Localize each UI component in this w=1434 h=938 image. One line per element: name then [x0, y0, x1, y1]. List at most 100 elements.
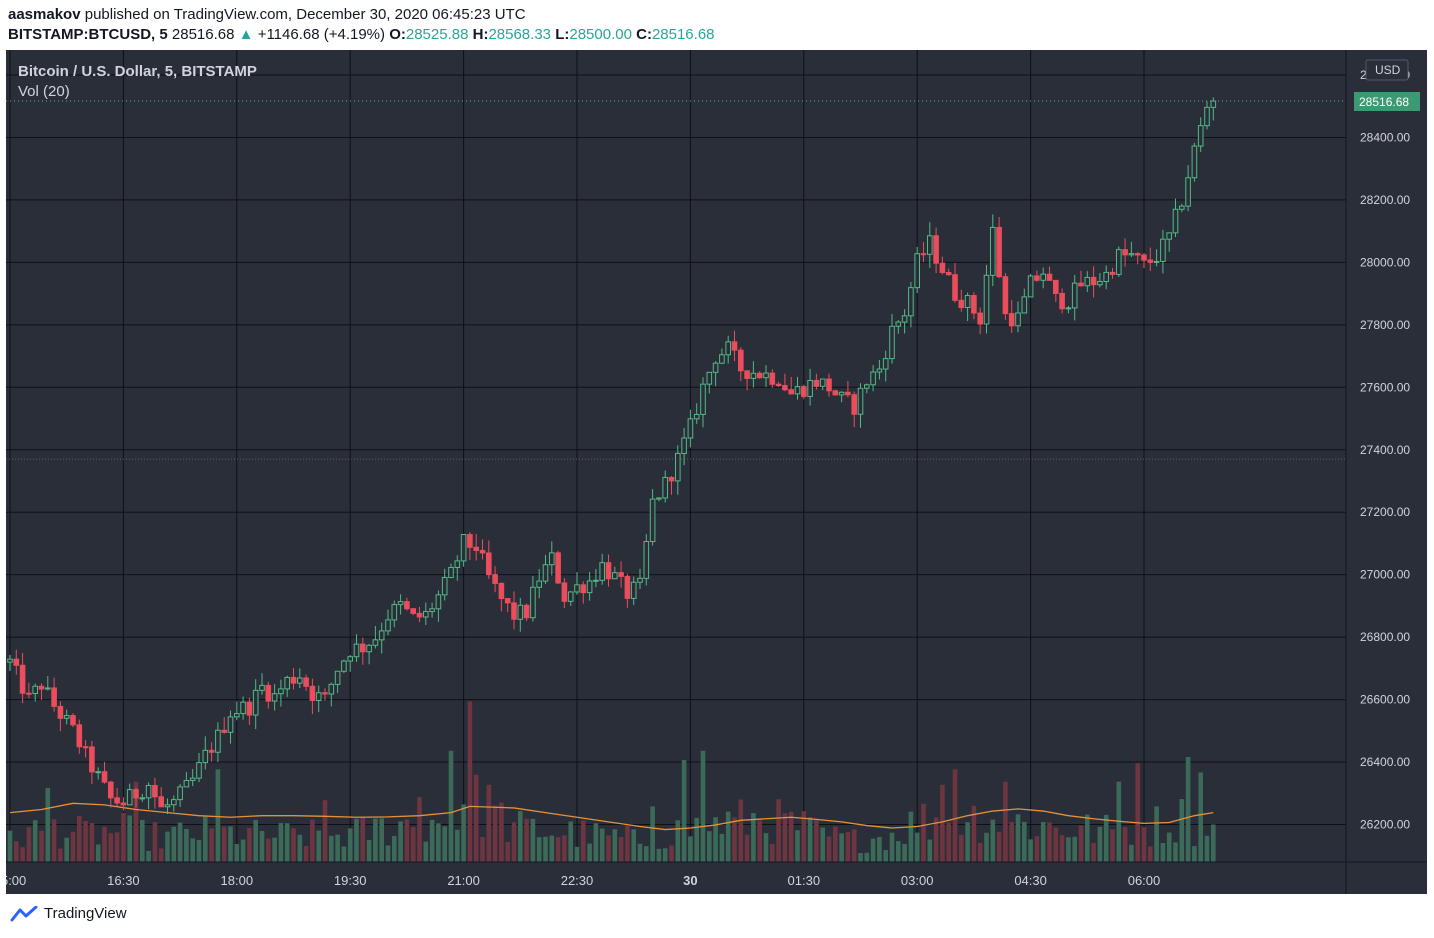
candle-body[interactable]	[504, 598, 511, 604]
candle-body[interactable]	[1160, 238, 1166, 262]
candle-body[interactable]	[555, 552, 561, 584]
candle-body[interactable]	[1090, 276, 1097, 286]
candle-body[interactable]	[391, 604, 398, 621]
candle-body[interactable]	[813, 379, 820, 387]
candle-body[interactable]	[108, 781, 114, 799]
candle-body[interactable]	[1210, 100, 1217, 108]
candle-body[interactable]	[775, 383, 782, 387]
candle-body[interactable]	[630, 581, 637, 599]
candle-body[interactable]	[952, 274, 958, 301]
candle-body[interactable]	[693, 413, 700, 420]
candle-body[interactable]	[145, 784, 152, 799]
candle-body[interactable]	[315, 692, 322, 701]
candle-body[interactable]	[372, 639, 379, 646]
candle-body[interactable]	[435, 594, 442, 610]
chart-title[interactable]: Bitcoin / U.S. Dollar, 5, BITSTAMP	[18, 63, 257, 80]
candle-body[interactable]	[1065, 307, 1072, 310]
candle-body[interactable]	[126, 789, 133, 806]
candle-body[interactable]	[492, 574, 498, 584]
chart-panel[interactable]: 26200.00 26400.00 26600.00 26800.00 27000.00…	[6, 50, 1427, 894]
brand-name[interactable]: TradingView	[44, 905, 127, 922]
candle-body[interactable]	[416, 612, 423, 618]
candle-body[interactable]	[1053, 279, 1059, 294]
candle-body[interactable]	[322, 692, 328, 695]
candle-body[interactable]	[13, 658, 20, 666]
candle-body[interactable]	[712, 362, 719, 373]
candle-body[interactable]	[164, 804, 171, 808]
candle-body[interactable]	[675, 452, 681, 482]
candle-body[interactable]	[549, 552, 555, 566]
currency-badge[interactable]	[1365, 59, 1409, 81]
candle-body[interactable]	[202, 749, 209, 764]
candle-body[interactable]	[303, 677, 309, 687]
candle-body[interactable]	[889, 325, 895, 360]
candle-body[interactable]	[341, 660, 347, 672]
candle-body[interactable]	[1185, 177, 1191, 207]
candle-body[interactable]	[397, 601, 404, 606]
candle-body[interactable]	[807, 379, 813, 397]
candle-body[interactable]	[681, 437, 687, 454]
candle-body[interactable]	[826, 378, 832, 392]
candle-body[interactable]	[486, 552, 492, 576]
candle-body[interactable]	[1179, 205, 1185, 210]
candle-body[interactable]	[26, 692, 32, 695]
candle-body[interactable]	[265, 684, 272, 702]
candle-body[interactable]	[914, 253, 921, 289]
candle-body[interactable]	[1172, 208, 1179, 234]
candle-body[interactable]	[353, 643, 360, 658]
candle-body[interactable]	[763, 372, 769, 379]
candle-body[interactable]	[990, 226, 996, 276]
candle-body[interactable]	[1027, 275, 1034, 298]
candle-body[interactable]	[725, 341, 732, 356]
candle-body[interactable]	[542, 564, 549, 582]
candle-body[interactable]	[719, 354, 725, 364]
candle-body[interactable]	[523, 604, 530, 619]
candle-body[interactable]	[63, 715, 70, 719]
candle-body[interactable]	[1071, 282, 1078, 309]
candle-body[interactable]	[208, 749, 215, 753]
candle-body[interactable]	[1166, 232, 1173, 240]
candle-body[interactable]	[152, 784, 158, 798]
candle-body[interactable]	[1059, 292, 1065, 310]
candle-body[interactable]	[643, 541, 650, 579]
candle-body[interactable]	[599, 562, 606, 581]
candle-body[interactable]	[240, 701, 246, 715]
candle-body[interactable]	[971, 295, 977, 314]
candle-body[interactable]	[448, 566, 454, 579]
candle-body[interactable]	[309, 685, 316, 701]
candle-body[interactable]	[864, 384, 870, 389]
candle-body[interactable]	[845, 391, 851, 396]
candle-body[interactable]	[404, 601, 410, 610]
candle-body[interactable]	[927, 235, 933, 255]
candle-body[interactable]	[284, 676, 290, 690]
candle-body[interactable]	[574, 584, 580, 593]
candle-body[interactable]	[57, 705, 64, 719]
author-name[interactable]: aasmakov	[8, 6, 81, 23]
candle-body[interactable]	[637, 577, 643, 583]
candle-body[interactable]	[1191, 145, 1198, 179]
candle-body[interactable]	[1141, 254, 1147, 261]
candle-body[interactable]	[133, 789, 139, 799]
candle-body[interactable]	[895, 321, 902, 327]
candle-body[interactable]	[794, 386, 801, 395]
candle-body[interactable]	[290, 676, 297, 684]
candle-body[interactable]	[183, 779, 190, 788]
candle-body[interactable]	[1021, 296, 1028, 314]
candle-body[interactable]	[536, 580, 543, 588]
candle-body[interactable]	[467, 534, 473, 548]
candle-body[interactable]	[101, 771, 108, 783]
candle-body[interactable]	[769, 372, 776, 385]
candle-body[interactable]	[1008, 313, 1015, 327]
candle-body[interactable]	[612, 572, 618, 580]
candle-body[interactable]	[7, 658, 13, 663]
candle-body[interactable]	[731, 341, 738, 351]
candle-body[interactable]	[649, 498, 656, 543]
candle-body[interactable]	[1015, 312, 1021, 327]
candle-body[interactable]	[1034, 275, 1040, 281]
candle-body[interactable]	[171, 799, 177, 806]
candle-body[interactable]	[945, 272, 952, 276]
candle-body[interactable]	[838, 391, 845, 396]
candle-body[interactable]	[1204, 106, 1210, 127]
candle-body[interactable]	[1128, 253, 1135, 256]
candle-body[interactable]	[429, 608, 435, 613]
